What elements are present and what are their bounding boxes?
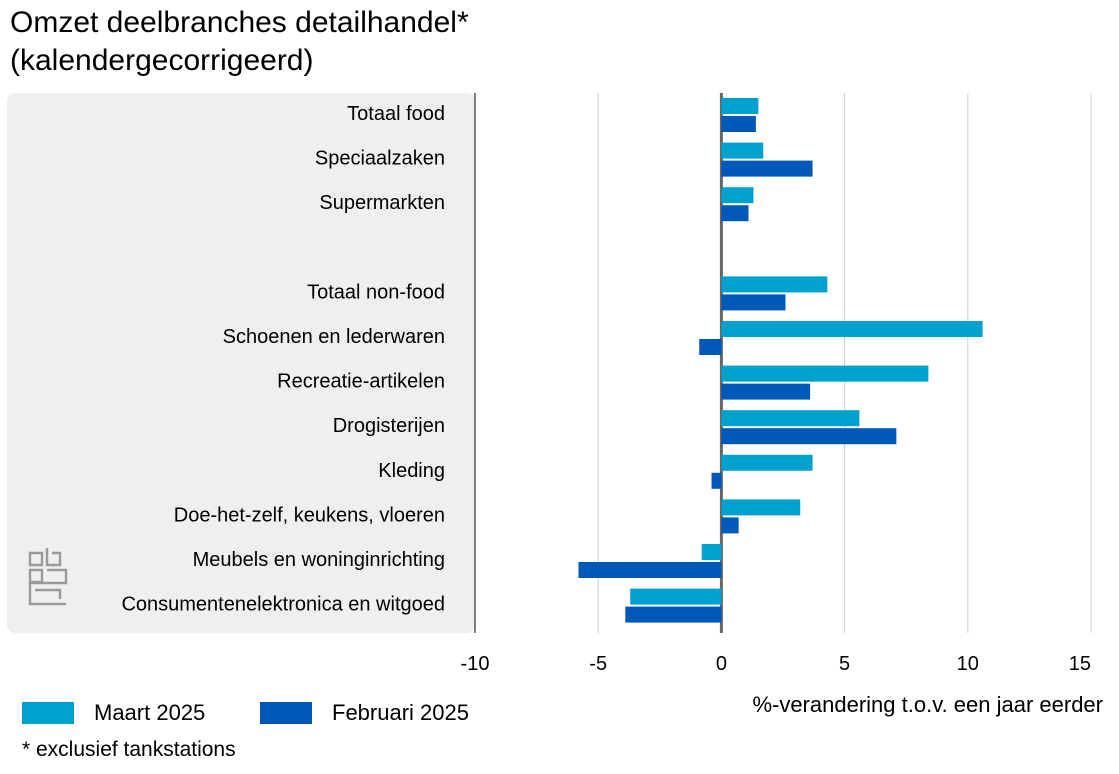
cbs-logo-icon <box>28 548 68 606</box>
legend-item-februari: Februari 2025 <box>260 700 469 726</box>
bars <box>578 98 983 623</box>
chart-title: Omzet deelbranches detailhandel* (kalende… <box>10 4 469 80</box>
bar-februari <box>721 428 897 445</box>
category-label: Meubels en woninginrichting <box>193 549 445 571</box>
bar-februari <box>721 205 749 222</box>
bar-februari <box>721 383 811 400</box>
category-label: Kleding <box>378 460 445 482</box>
x-tick-label: -10 <box>461 653 490 675</box>
legend-label-maart: Maart 2025 <box>94 700 206 725</box>
x-tick-label: -5 <box>589 653 607 675</box>
bar-maart <box>721 98 759 114</box>
chart-title-text: Omzet deelbranches detailhandel* (kalende… <box>10 6 469 77</box>
bar-maart <box>721 365 929 382</box>
x-tick-label: 15 <box>1069 653 1091 675</box>
x-tick-label: 0 <box>716 653 727 675</box>
legend-label-februari: Februari 2025 <box>332 700 469 725</box>
category-label: Consumentenelektronica en witgoed <box>121 594 445 616</box>
bar-maart <box>701 544 722 560</box>
footnote: * exclusief tankstations <box>22 738 236 761</box>
bar-februari <box>721 116 756 132</box>
category-label: Doe-het-zelf, keukens, vloeren <box>174 504 445 526</box>
bar-maart <box>721 142 764 159</box>
bar-chart: Totaal food Speciaalzaken Supermarkten Tota… <box>7 93 1092 675</box>
bar-februari <box>711 472 722 489</box>
legend-swatch-februari <box>260 702 312 724</box>
category-label: Supermarkten <box>319 192 445 214</box>
x-tick-labels: -10 -5 0 5 10 15 <box>461 653 1091 675</box>
bar-maart <box>721 276 828 293</box>
bar-februari <box>699 339 722 355</box>
category-labels: Totaal food Speciaalzaken Supermarkten Tota… <box>121 103 445 616</box>
bar-maart <box>721 187 754 204</box>
bar-maart <box>721 321 983 337</box>
legend-item-maart: Maart 2025 <box>22 700 205 726</box>
legend-swatch-maart <box>22 702 74 724</box>
bar-februari <box>721 517 739 534</box>
bar-maart <box>721 410 860 427</box>
category-label: Totaal food <box>347 103 445 125</box>
bar-maart <box>630 588 722 605</box>
bar-februari <box>721 160 813 177</box>
gridlines <box>474 93 1092 633</box>
x-tick-label: 10 <box>957 653 979 675</box>
category-label: Speciaalzaken <box>315 148 445 170</box>
label-panel-background <box>7 93 475 633</box>
bar-maart <box>721 499 801 516</box>
category-label: Recreatie-artikelen <box>277 371 445 393</box>
bar-februari <box>721 294 786 311</box>
bar-februari <box>625 606 722 623</box>
x-tick-label: 5 <box>839 653 850 675</box>
category-label: Schoenen en lederwaren <box>223 326 445 348</box>
bar-februari <box>578 562 722 578</box>
bar-maart <box>721 454 813 471</box>
category-label: Drogisterijen <box>333 415 445 437</box>
x-axis-label: %-verandering t.o.v. een jaar eerder <box>752 692 1103 717</box>
category-label: Totaal non-food <box>307 281 445 303</box>
